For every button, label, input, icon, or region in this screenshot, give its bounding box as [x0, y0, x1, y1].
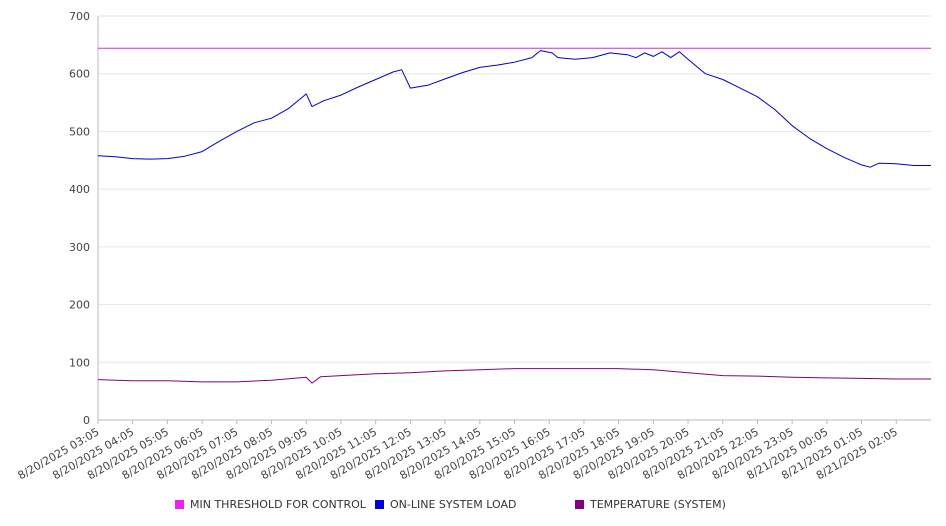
y-tick-label-300: 300 [69, 241, 90, 254]
y-tick-label-600: 600 [69, 68, 90, 81]
legend-swatch-temperature [575, 500, 584, 509]
x-tick-labels: 8/20/2025 03:058/20/2025 04:058/20/2025 … [16, 425, 900, 482]
legend-swatch-min-threshold [175, 500, 184, 509]
legend-label-system-load: ON-LINE SYSTEM LOAD [390, 498, 517, 511]
legend-item-min-threshold: MIN THRESHOLD FOR CONTROL [175, 498, 366, 511]
y-tick-labels: 0 100 200 300 400 500 600 700 [69, 10, 90, 427]
series-line-on-line-system-load [97, 50, 931, 168]
legend-label-temperature: TEMPERATURE (SYSTEM) [590, 498, 726, 511]
y-tick-label-100: 100 [69, 356, 90, 369]
y-tick-label-500: 500 [69, 125, 90, 138]
series-lines [97, 47, 931, 384]
legend: MIN THRESHOLD FOR CONTROL ON-LINE SYSTEM… [0, 498, 946, 514]
legend-swatch-system-load [375, 500, 384, 509]
series-line-temperature-system [97, 368, 931, 384]
y-tick-label-0: 0 [83, 414, 90, 427]
axes [97, 16, 931, 424]
y-tick-label-200: 200 [69, 299, 90, 312]
legend-label-min-threshold: MIN THRESHOLD FOR CONTROL [190, 498, 366, 511]
y-tick-label-400: 400 [69, 183, 90, 196]
grid-lines [98, 15, 931, 363]
y-tick-label-700: 700 [69, 10, 90, 23]
legend-item-temperature: TEMPERATURE (SYSTEM) [575, 498, 726, 511]
legend-item-system-load: ON-LINE SYSTEM LOAD [375, 498, 516, 511]
